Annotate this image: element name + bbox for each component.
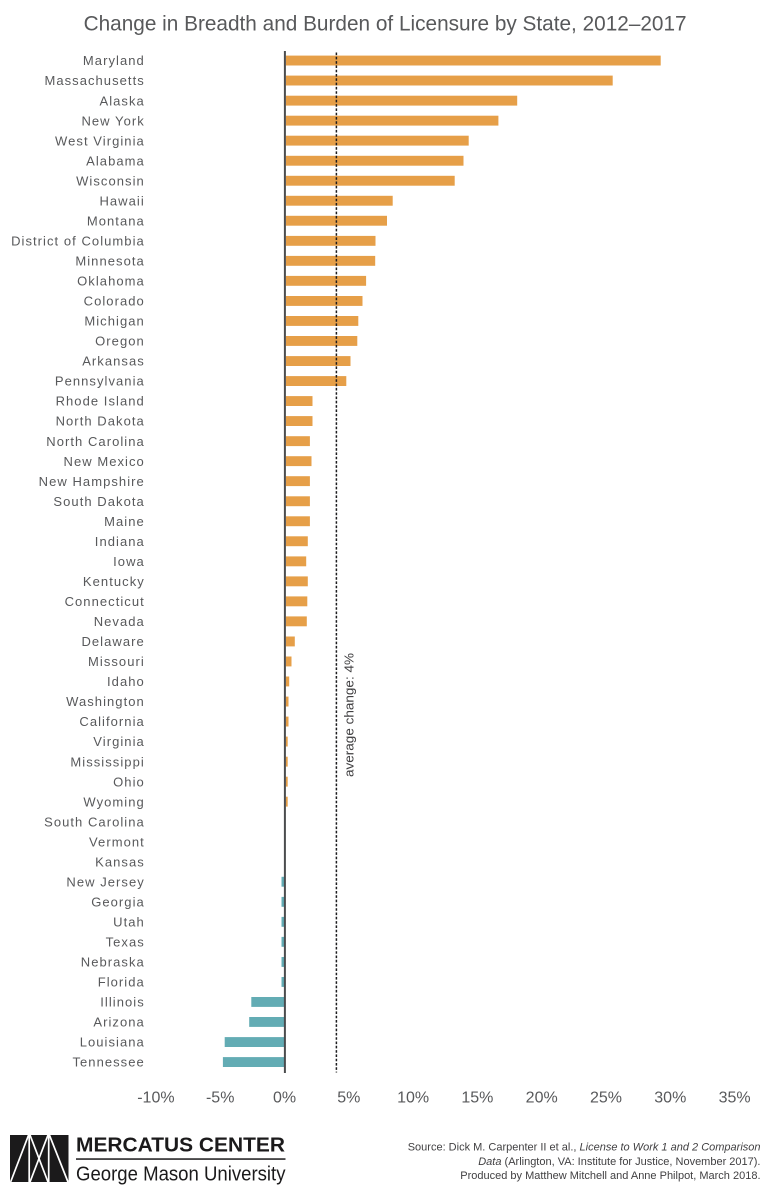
svg-text:Montana: Montana	[87, 213, 145, 228]
svg-text:Arkansas: Arkansas	[82, 354, 145, 369]
svg-text:Rhode Island: Rhode Island	[56, 394, 145, 409]
svg-text:30%: 30%	[654, 1090, 686, 1107]
svg-text:Source: Dick M. Carpenter II e: Source: Dick M. Carpenter II et al., Lic…	[408, 1142, 761, 1154]
svg-text:Alaska: Alaska	[99, 93, 144, 108]
svg-text:West Virginia: West Virginia	[55, 133, 145, 148]
svg-text:Wyoming: Wyoming	[83, 794, 144, 809]
svg-text:5%: 5%	[337, 1090, 360, 1107]
svg-text:Tennessee: Tennessee	[72, 1055, 144, 1070]
svg-text:Michigan: Michigan	[84, 314, 144, 329]
svg-text:Florida: Florida	[98, 975, 145, 990]
svg-text:Virginia: Virginia	[93, 734, 145, 749]
svg-text:District of Columbia: District of Columbia	[11, 234, 145, 249]
svg-text:South Carolina: South Carolina	[44, 814, 145, 829]
svg-text:New Hampshire: New Hampshire	[39, 474, 145, 489]
svg-text:Pennsylvania: Pennsylvania	[55, 374, 145, 389]
svg-text:35%: 35%	[719, 1090, 751, 1107]
svg-text:0%: 0%	[273, 1090, 296, 1107]
svg-text:Change in Breadth and Burden o: Change in Breadth and Burden of Licensur…	[84, 12, 687, 35]
svg-text:New Jersey: New Jersey	[66, 874, 144, 889]
svg-text:Texas: Texas	[106, 935, 145, 950]
svg-text:Arizona: Arizona	[93, 1015, 144, 1030]
svg-text:Produced by Matthew Mitchell a: Produced by Matthew Mitchell and Anne Ph…	[460, 1170, 760, 1182]
svg-text:Washington: Washington	[66, 694, 145, 709]
svg-text:Idaho: Idaho	[107, 674, 145, 689]
svg-text:California: California	[79, 714, 144, 729]
svg-text:Missouri: Missouri	[88, 654, 145, 669]
svg-text:New Mexico: New Mexico	[64, 454, 145, 469]
svg-text:Illinois: Illinois	[100, 995, 145, 1010]
svg-text:Wisconsin: Wisconsin	[76, 173, 145, 188]
svg-text:average change: 4%: average change: 4%	[342, 653, 357, 777]
svg-text:10%: 10%	[397, 1090, 429, 1107]
svg-text:Oklahoma: Oklahoma	[77, 274, 145, 289]
svg-text:Utah: Utah	[113, 915, 145, 930]
svg-text:Vermont: Vermont	[89, 834, 145, 849]
svg-text:Louisiana: Louisiana	[80, 1035, 145, 1050]
svg-text:Iowa: Iowa	[113, 554, 145, 569]
svg-text:Data (Arlington, VA: Institute: Data (Arlington, VA: Institute for Justi…	[478, 1156, 760, 1168]
svg-text:North Carolina: North Carolina	[46, 434, 145, 449]
svg-text:North Dakota: North Dakota	[56, 414, 145, 429]
svg-text:20%: 20%	[526, 1090, 558, 1107]
svg-text:-10%: -10%	[137, 1090, 174, 1107]
svg-text:George Mason University: George Mason University	[76, 1163, 286, 1186]
svg-text:Georgia: Georgia	[91, 895, 145, 910]
svg-text:Nevada: Nevada	[94, 614, 145, 629]
svg-text:Nebraska: Nebraska	[81, 955, 145, 970]
svg-text:Ohio: Ohio	[113, 774, 145, 789]
svg-text:Maryland: Maryland	[83, 53, 145, 68]
svg-text:Minnesota: Minnesota	[75, 254, 144, 269]
svg-text:Indiana: Indiana	[95, 534, 145, 549]
svg-text:Kentucky: Kentucky	[83, 574, 145, 589]
svg-text:Oregon: Oregon	[95, 334, 145, 349]
svg-text:Colorado: Colorado	[84, 294, 145, 309]
svg-text:MERCATUS CENTER: MERCATUS CENTER	[76, 1134, 285, 1157]
svg-text:15%: 15%	[461, 1090, 493, 1107]
svg-text:Kansas: Kansas	[95, 854, 145, 869]
svg-text:Hawaii: Hawaii	[99, 193, 144, 208]
svg-text:Alabama: Alabama	[86, 153, 145, 168]
svg-text:Maine: Maine	[104, 514, 145, 529]
svg-text:Connecticut: Connecticut	[65, 594, 145, 609]
svg-text:25%: 25%	[590, 1090, 622, 1107]
svg-text:New York: New York	[81, 113, 144, 128]
svg-text:Massachusetts: Massachusetts	[44, 73, 144, 88]
svg-text:South Dakota: South Dakota	[53, 494, 144, 509]
svg-text:Delaware: Delaware	[81, 634, 144, 649]
svg-text:-5%: -5%	[206, 1090, 234, 1107]
svg-text:Mississippi: Mississippi	[70, 754, 144, 769]
